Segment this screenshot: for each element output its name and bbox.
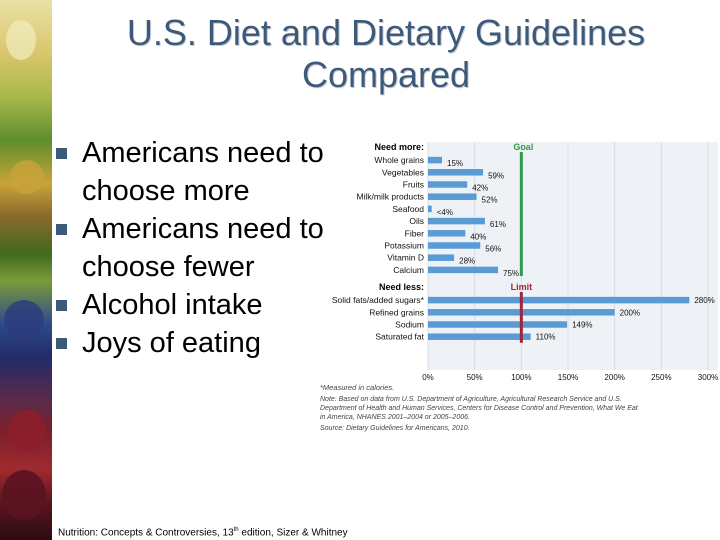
bar bbox=[428, 321, 568, 328]
bullet-item: Americans need to choose more bbox=[55, 134, 375, 210]
value-label: 280% bbox=[694, 296, 714, 305]
bullet-text: Joys of eating bbox=[82, 327, 261, 359]
bullet-text: Americans need to choose fewer bbox=[82, 213, 324, 283]
value-label: 15% bbox=[447, 159, 463, 168]
bullet-square-icon bbox=[56, 224, 67, 235]
bar bbox=[428, 333, 531, 340]
bar bbox=[428, 242, 481, 249]
category-label: Potassium bbox=[384, 241, 424, 251]
chart-note-line: Department of Health and Human Services,… bbox=[320, 405, 639, 412]
footer-text-rest: edition, Sizer & Whitney bbox=[238, 527, 348, 539]
chart-note: Note: Based on data from U.S. Department… bbox=[320, 396, 639, 421]
group-heading: Need more: bbox=[374, 142, 424, 152]
cherry-shape bbox=[8, 410, 46, 452]
x-tick-label: 0% bbox=[422, 373, 434, 382]
bullet-item: Americans need to choose fewer bbox=[55, 210, 375, 286]
x-tick-label: 50% bbox=[467, 373, 483, 382]
blueberry-shape bbox=[4, 300, 44, 340]
diet-comparison-chart: Need more: Goal Whole grains 15% Vegetables 5… bbox=[320, 142, 718, 432]
value-label: 110% bbox=[536, 333, 556, 342]
group-heading: Need less: bbox=[379, 282, 424, 292]
slide-footer: Nutrition: Concepts & Controversies, 13t… bbox=[58, 527, 348, 538]
category-label: Sodium bbox=[395, 320, 424, 330]
value-label: 61% bbox=[490, 220, 506, 229]
value-label: <4% bbox=[437, 208, 453, 217]
category-label: Refined grains bbox=[369, 307, 424, 317]
bullet-text: Americans need to choose more bbox=[82, 137, 324, 207]
category-label: Fruits bbox=[403, 180, 424, 190]
plum-shape bbox=[2, 470, 46, 520]
chart-note-line: Note: Based on data from U.S. Department… bbox=[320, 396, 622, 403]
bar bbox=[428, 266, 498, 274]
value-label: 42% bbox=[472, 184, 488, 193]
footer-text: Nutrition: Concepts & Controversies, 13 bbox=[58, 527, 234, 539]
category-label: Fiber bbox=[405, 228, 425, 238]
grain-shape bbox=[10, 160, 44, 194]
bullet-square-icon bbox=[56, 300, 67, 311]
value-label: 52% bbox=[482, 196, 498, 205]
bar bbox=[428, 169, 484, 176]
value-label: 56% bbox=[485, 245, 501, 254]
category-label: Whole grains bbox=[374, 155, 424, 165]
bar bbox=[428, 193, 477, 200]
slide-title: U.S. Diet and Dietary Guidelines Compare… bbox=[52, 12, 720, 96]
bar bbox=[428, 156, 442, 164]
x-tick-label: 250% bbox=[651, 373, 671, 382]
category-label: Saturated fat bbox=[375, 332, 424, 342]
bar bbox=[428, 254, 455, 261]
slide-title-line-1: U.S. Diet and Dietary Guidelines bbox=[126, 12, 646, 53]
bar bbox=[428, 230, 466, 237]
plot-background bbox=[428, 142, 718, 370]
value-label: 28% bbox=[459, 257, 475, 266]
bullet-list: Americans need to choose more Americans … bbox=[55, 134, 375, 362]
reference-label: Limit bbox=[511, 282, 533, 292]
value-label: 149% bbox=[572, 321, 592, 330]
footer-superscript: th bbox=[233, 527, 239, 533]
bar bbox=[428, 217, 485, 225]
category-label: Vitamin D bbox=[387, 253, 424, 263]
bullet-text: Alcohol intake bbox=[82, 289, 263, 321]
corn-shape bbox=[6, 20, 36, 60]
chart-footnote: *Measured in calories. bbox=[320, 383, 394, 392]
bullet-square-icon bbox=[56, 148, 67, 159]
category-label: Oils bbox=[409, 216, 424, 226]
category-label: Solid fats/added sugars* bbox=[332, 295, 425, 305]
value-label: 59% bbox=[488, 171, 504, 180]
x-tick-label: 100% bbox=[511, 373, 531, 382]
chart-source: Source: Dietary Guidelines for Americans… bbox=[320, 425, 470, 432]
bullet-item: Alcohol intake bbox=[55, 286, 375, 324]
bullet-item: Joys of eating bbox=[55, 324, 375, 362]
bullet-square-icon bbox=[56, 338, 67, 349]
x-tick-label: 150% bbox=[558, 373, 578, 382]
reference-label: Goal bbox=[513, 142, 533, 152]
chart-note-line: in America, NHANES 2001–2004 or 2005–200… bbox=[320, 414, 470, 421]
bar bbox=[428, 181, 468, 188]
value-label: 75% bbox=[503, 269, 519, 278]
decorative-produce-strip bbox=[0, 0, 52, 540]
x-tick-label: 300% bbox=[698, 373, 718, 382]
value-label: 40% bbox=[470, 232, 486, 241]
value-label: 200% bbox=[620, 308, 640, 317]
category-label: Milk/milk products bbox=[356, 192, 424, 202]
category-label: Vegetables bbox=[382, 167, 424, 177]
category-label: Seafood bbox=[392, 204, 424, 214]
x-tick-label: 200% bbox=[604, 373, 624, 382]
bar bbox=[428, 296, 690, 304]
category-label: Calcium bbox=[393, 265, 424, 275]
bar bbox=[428, 205, 432, 213]
slide-title-line-2: Compared bbox=[301, 54, 471, 95]
